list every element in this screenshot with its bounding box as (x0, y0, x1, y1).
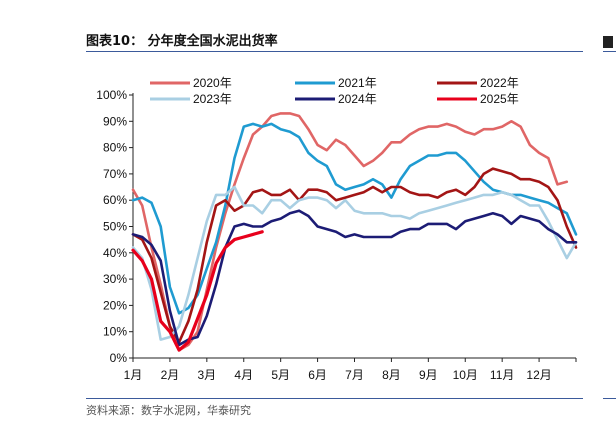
x-tick-label: 1月 (124, 368, 143, 382)
x-tick-label: 6月 (308, 368, 327, 382)
y-axis: 0% 10% 20% 30% 40% 50% 60% 70% 80% 90% 100% (96, 88, 134, 365)
y-tick-label: 40% (103, 246, 127, 260)
legend-label: 2024年 (338, 92, 377, 106)
legend-label: 2025年 (480, 92, 519, 106)
edge-fragment-rule-bottom (603, 398, 616, 399)
legend-label: 2020年 (193, 76, 232, 90)
x-tick-label: 8月 (382, 368, 401, 382)
edge-fragment-mark (603, 36, 613, 48)
y-tick-label: 0% (110, 351, 128, 365)
x-axis: 1月 2月 3月 4月 5月 6月 7月 8月 9月 10月 11月 12月 (124, 357, 577, 382)
y-tick-label: 90% (103, 114, 127, 128)
source-rule (86, 398, 583, 399)
x-tick-label: 5月 (271, 368, 290, 382)
y-tick-label: 50% (103, 220, 127, 234)
y-tick-label: 20% (103, 298, 127, 312)
x-tick-label: 11月 (490, 368, 514, 382)
y-tick-label: 80% (103, 141, 127, 155)
edge-fragment-rule (603, 51, 616, 52)
y-tick-label: 70% (103, 167, 127, 181)
chart-legend: 2020年 2021年 2022年 2023年 2024年 2025年 (150, 76, 519, 106)
title-rule (86, 51, 583, 52)
series-lines (131, 112, 578, 352)
series-line-2024 (131, 209, 578, 347)
series-line-2022 (131, 167, 578, 344)
source-note: 资料来源：数字水泥网，华泰研究 (86, 404, 251, 417)
x-tick-label: 10月 (453, 368, 478, 382)
series-line-2023 (131, 185, 578, 341)
series-line-2025 (131, 230, 264, 352)
x-tick-label: 2月 (161, 368, 180, 382)
x-tick-label: 12月 (526, 368, 551, 382)
x-tick-label: 3月 (197, 368, 216, 382)
figure-title: 图表10： 分年度全国水泥出货率 (86, 34, 278, 49)
y-tick-label: 30% (103, 272, 127, 286)
x-tick-label: 9月 (419, 368, 438, 382)
y-tick-label: 60% (103, 193, 127, 207)
legend-label: 2021年 (338, 76, 377, 90)
legend-label: 2022年 (480, 76, 519, 90)
y-tick-label: 10% (103, 325, 127, 339)
y-tick-label: 100% (96, 88, 127, 102)
x-tick-label: 4月 (234, 368, 253, 382)
x-tick-label: 7月 (345, 368, 364, 382)
legend-label: 2023年 (193, 92, 232, 106)
